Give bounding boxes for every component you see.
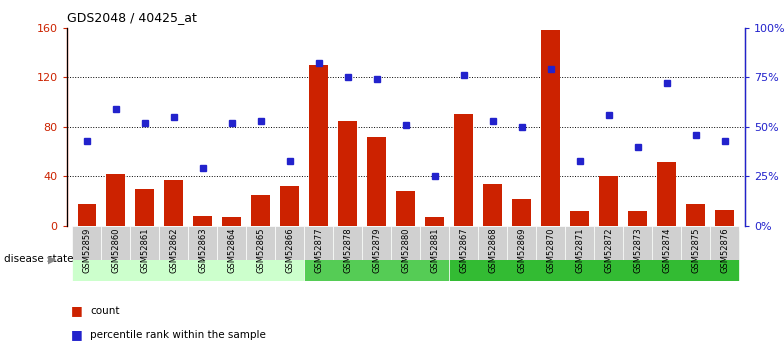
Bar [101,226,130,260]
Bar [681,226,710,260]
Bar [304,226,333,260]
Text: healthy: healthy [169,251,208,261]
Text: GSM52859: GSM52859 [82,228,92,273]
Bar [194,216,212,226]
Bar [570,211,589,226]
Bar [165,180,183,226]
Bar [512,199,531,226]
Text: GSM52861: GSM52861 [140,228,150,273]
Text: GSM52871: GSM52871 [575,228,584,273]
Bar [686,204,705,226]
Text: acute rotavirus infection: acute rotavirus infection [530,251,658,261]
Bar [72,226,101,260]
Text: GSM52864: GSM52864 [227,228,236,273]
Text: GSM52874: GSM52874 [662,228,671,273]
Bar [628,211,647,226]
Bar [483,184,502,226]
Bar [130,226,159,260]
Text: GSM52880: GSM52880 [401,228,410,273]
Text: GSM52862: GSM52862 [169,228,179,273]
Text: GDS2048 / 40425_at: GDS2048 / 40425_at [67,11,197,24]
Text: GSM52868: GSM52868 [488,228,497,273]
Text: count: count [90,306,120,315]
Bar [339,121,358,226]
Bar [368,137,387,226]
Text: ■: ■ [71,304,82,317]
Bar [454,115,473,226]
Text: GSM52876: GSM52876 [720,228,729,273]
Text: GSM52863: GSM52863 [198,228,207,273]
Bar [136,189,154,226]
Bar [304,231,449,281]
Bar [275,226,304,260]
Bar [281,186,299,226]
Bar [159,226,188,260]
Bar [217,226,246,260]
Bar [310,65,328,226]
Bar [362,226,391,260]
Bar [710,226,739,260]
Bar [107,174,125,226]
Text: GSM52878: GSM52878 [343,228,352,273]
Text: GSM52872: GSM52872 [604,228,613,273]
Bar [594,226,623,260]
Text: GSM52867: GSM52867 [459,228,468,273]
Bar [599,176,618,226]
Text: GSM52866: GSM52866 [285,228,294,273]
Text: convalescence phase: convalescence phase [321,251,433,261]
Bar [449,231,739,281]
Bar [425,217,444,226]
Text: GSM52869: GSM52869 [517,228,526,273]
Bar [420,226,449,260]
Bar [449,226,478,260]
Text: percentile rank within the sample: percentile rank within the sample [90,330,266,339]
Text: GSM52875: GSM52875 [691,228,700,273]
Bar [507,226,536,260]
Bar [565,226,594,260]
Text: ■: ■ [71,328,82,341]
Text: GSM52865: GSM52865 [256,228,265,273]
Bar [652,226,681,260]
Text: disease state: disease state [4,255,74,264]
Text: GSM52877: GSM52877 [314,228,323,273]
Text: GSM52881: GSM52881 [430,228,439,273]
Bar [246,226,275,260]
Bar [333,226,362,260]
Bar [536,226,565,260]
Text: GSM52870: GSM52870 [546,228,555,273]
Bar [541,30,560,226]
Bar [252,195,270,226]
Bar [623,226,652,260]
Bar [391,226,420,260]
Bar [223,217,241,226]
Bar [78,204,96,226]
Bar [188,226,217,260]
Text: GSM52873: GSM52873 [633,228,642,273]
Bar [396,191,416,226]
Bar [657,161,676,226]
Bar [72,231,304,281]
Bar [715,210,734,226]
Bar [478,226,507,260]
Text: ▶: ▶ [48,255,56,264]
Text: GSM52860: GSM52860 [111,228,121,273]
Text: GSM52879: GSM52879 [372,228,381,273]
